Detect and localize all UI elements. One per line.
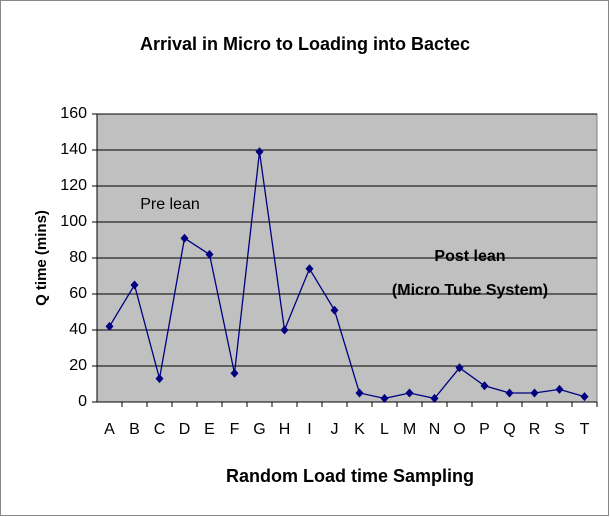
marker — [455, 363, 464, 373]
x-tick-label: M — [403, 421, 416, 438]
x-tick-label: S — [554, 421, 565, 438]
x-tick-label: B — [129, 421, 140, 438]
marker — [155, 374, 164, 384]
marker — [580, 392, 589, 402]
x-tick-label: A — [104, 421, 115, 438]
x-tick-label: J — [331, 421, 339, 438]
y-axis-title: Q time (mins) — [33, 210, 50, 306]
marker — [180, 233, 189, 243]
marker — [130, 280, 139, 290]
x-tick-label: D — [179, 421, 191, 438]
annotation: Pre lean — [140, 196, 200, 213]
marker — [280, 325, 289, 335]
y-tick-label: 160 — [60, 105, 87, 122]
marker — [480, 381, 489, 391]
x-tick-label: G — [253, 421, 265, 438]
x-tick-label: I — [307, 421, 311, 438]
x-tick-label: N — [429, 421, 441, 438]
marker — [255, 147, 264, 157]
x-tick-label: Q — [503, 421, 515, 438]
x-tick-label: E — [204, 421, 215, 438]
y-tick-label: 100 — [60, 213, 87, 230]
marker — [405, 388, 414, 398]
x-tick-label: L — [380, 421, 389, 438]
chart-title: Arrival in Micro to Loading into Bactec — [140, 34, 470, 54]
marker — [305, 264, 314, 274]
x-tick-label: P — [479, 421, 490, 438]
y-tick-label: 0 — [78, 393, 87, 410]
marker — [330, 305, 339, 315]
y-tick-label: 20 — [69, 357, 87, 374]
marker — [380, 393, 389, 403]
marker — [205, 249, 214, 259]
line — [108, 151, 585, 400]
y-tick-label: 120 — [60, 177, 87, 194]
x-axis-title: Random Load time Sampling — [226, 466, 474, 486]
marker — [230, 368, 239, 378]
x-tick-label: T — [580, 421, 590, 438]
annotation: Post lean — [434, 248, 505, 265]
marker — [555, 384, 564, 394]
marker — [530, 388, 539, 398]
x-tick-label: K — [354, 421, 365, 438]
y-tick-label: 80 — [69, 249, 87, 266]
x-tick-label: O — [453, 421, 465, 438]
marker — [430, 393, 439, 403]
marker — [355, 388, 364, 398]
marker — [105, 321, 114, 331]
y-tick-label: 40 — [69, 321, 87, 338]
x-tick-label: H — [279, 421, 291, 438]
y-tick-label: 60 — [69, 285, 87, 302]
x-tick-label: F — [230, 421, 240, 438]
marker — [505, 388, 514, 398]
y-tick-label: 140 — [60, 141, 87, 158]
annotation: (Micro Tube System) — [392, 282, 548, 299]
x-tick-label: R — [529, 421, 541, 438]
x-tick-label: C — [154, 421, 166, 438]
